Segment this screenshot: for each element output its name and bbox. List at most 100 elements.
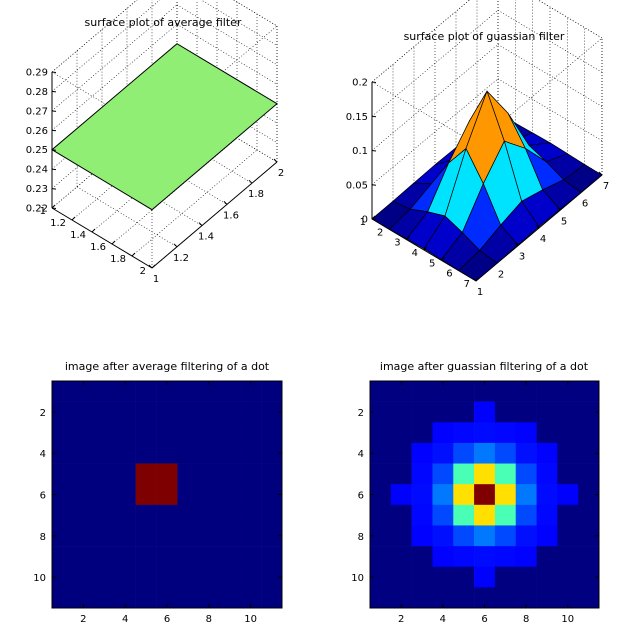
avg-surface-grid-line <box>51 4 178 112</box>
gauss-surface-box-edge <box>371 81 477 145</box>
avg-image-cell <box>52 484 74 506</box>
gauss-image-cell <box>578 463 600 485</box>
x-tick-mark <box>577 189 582 194</box>
avg-image-cell <box>177 463 199 485</box>
avg-image-cell <box>52 442 74 464</box>
avg-image-cell <box>198 504 220 526</box>
avg-image-cell <box>198 401 220 423</box>
y-tick-mark <box>51 204 56 209</box>
avg-image-cell <box>240 422 262 444</box>
avg-image-cell <box>198 381 220 402</box>
y-tick-label: 1.6 <box>90 242 106 253</box>
gauss-image-cell <box>453 546 475 568</box>
gauss-image-cell <box>557 587 579 609</box>
gauss-image-cell <box>411 442 433 464</box>
gauss-image-cell <box>578 484 600 506</box>
avg-image-cell <box>93 422 116 444</box>
z-tick-mark <box>51 188 57 190</box>
gauss-image-cell <box>390 546 412 568</box>
gauss-image-cell <box>370 587 392 609</box>
gauss-image-cell <box>494 463 517 485</box>
gauss-image-cell <box>578 381 600 402</box>
avg-image-cell <box>177 504 199 526</box>
x-tick-label: 5 <box>561 216 567 227</box>
y-tick-label: 2 <box>140 266 146 277</box>
gauss-image-cell <box>474 463 496 485</box>
avg-image-cell <box>240 525 262 547</box>
avg-surface-y-axis <box>51 207 153 269</box>
gauss-image-cell <box>578 504 600 526</box>
gauss-image-cell <box>494 401 517 423</box>
gauss-image-cell <box>557 381 579 402</box>
y-tick-label: 4 <box>412 248 418 259</box>
x-tick-label: 2 <box>498 269 504 280</box>
gauss-image-cell <box>390 401 412 423</box>
gauss-image-cell <box>557 546 579 568</box>
gauss-image-cell <box>432 504 454 526</box>
gauss-image-x-tick-label: 6 <box>481 614 487 625</box>
avg-image-cell <box>93 504 116 526</box>
avg-image-x-tick-label: 4 <box>122 614 128 625</box>
gauss-image-cell <box>411 381 433 402</box>
avg-image-cell <box>114 381 136 402</box>
z-tick-label: 0.1 <box>352 146 368 157</box>
gauss-image-cell <box>494 587 517 609</box>
gauss-image-cell <box>453 381 475 402</box>
subplot-4-title: image after guassian filtering of a dot <box>380 360 589 373</box>
avg-image-cell <box>198 587 220 609</box>
avg-image-cell <box>135 401 157 423</box>
y-tick-mark <box>423 246 428 251</box>
avg-image-cell <box>52 504 74 526</box>
gauss-image-cell <box>390 463 412 485</box>
gauss-image-y-tick-label: 10 <box>351 573 364 584</box>
z-tick-label: 0.24 <box>26 165 48 176</box>
gauss-image-cell <box>390 422 412 444</box>
avg-image-cell <box>72 546 95 568</box>
z-tick-mark <box>51 110 57 112</box>
gauss-image-cell <box>578 566 600 588</box>
gauss-image-cell <box>536 442 558 464</box>
avg-image-cell <box>198 484 220 506</box>
z-tick-mark <box>51 149 57 151</box>
avg-image-cell <box>219 422 241 444</box>
avg-image-cell <box>261 525 283 547</box>
avg-image-cell <box>156 463 178 485</box>
gauss-image-cell <box>370 442 392 464</box>
gauss-image-cell <box>515 463 537 485</box>
gauss-image-cell <box>370 525 392 547</box>
avg-image-cell <box>219 442 241 464</box>
avg-image-cell <box>240 381 262 402</box>
y-tick-label: 1 <box>360 217 366 228</box>
avg-image-y-tick-label: 2 <box>40 408 46 419</box>
avg-image-cell <box>72 401 95 423</box>
gauss-image-cell <box>453 504 475 526</box>
gauss-image-cell <box>557 484 579 506</box>
gauss-image-cell <box>557 401 579 423</box>
avg-image-cell <box>52 381 74 402</box>
gauss-image-cell <box>453 484 475 506</box>
z-tick-label: 0.23 <box>26 184 48 195</box>
avg-image-cell <box>240 504 262 526</box>
avg-image-cell <box>114 422 136 444</box>
avg-image-cell <box>114 525 136 547</box>
gauss-image-cell <box>432 566 454 588</box>
gauss-image-cell <box>411 525 433 547</box>
average-filter-surface <box>51 43 278 211</box>
z-tick-label: 0 <box>362 215 368 226</box>
avg-image-cell <box>177 422 199 444</box>
gauss-image-cell <box>494 525 517 547</box>
z-tick-label: 0.15 <box>346 112 368 123</box>
gauss-image-cell <box>432 587 454 609</box>
avg-image-cell <box>156 546 178 568</box>
gauss-image-cell <box>411 484 433 506</box>
avg-image-x-tick-label: 2 <box>80 614 86 625</box>
gauss-image-cell <box>494 546 517 568</box>
gauss-image-cell <box>494 422 517 444</box>
gauss-image-cell <box>390 484 412 506</box>
gauss-image-cell <box>536 422 558 444</box>
avg-image-cell <box>52 587 74 609</box>
avg-image-cell <box>114 504 136 526</box>
gauss-surface-grid-line <box>371 44 499 151</box>
avg-image-cell <box>156 381 178 402</box>
gauss-image-cell <box>557 566 579 588</box>
